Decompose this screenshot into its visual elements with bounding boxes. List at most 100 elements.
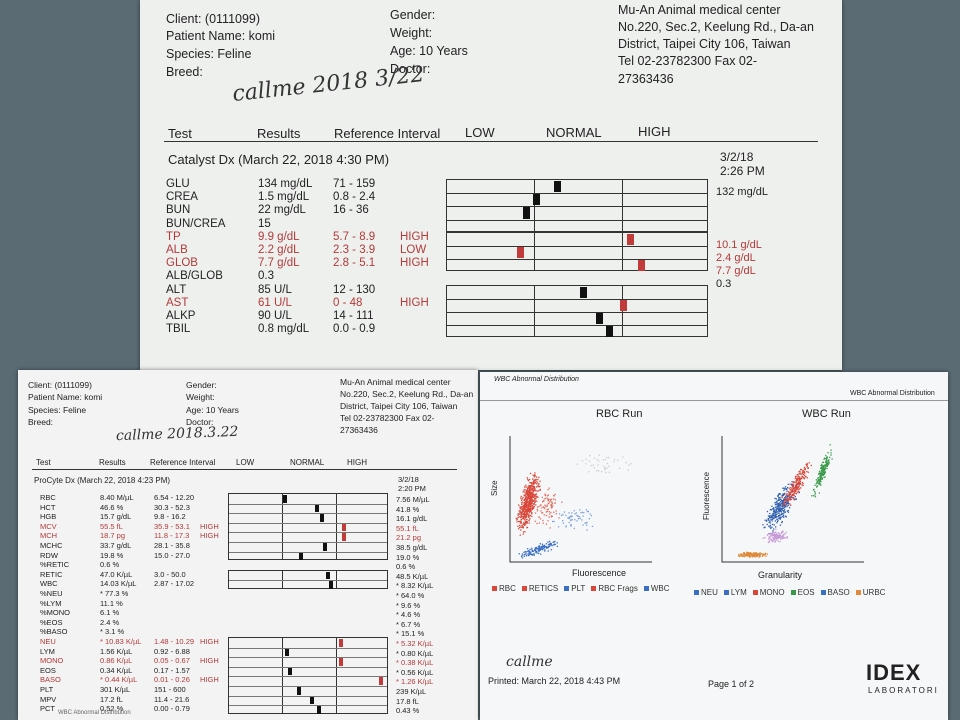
run-title: Catalyst Dx (March 22, 2018 4:30 PM) bbox=[168, 152, 390, 167]
bar-row-divider bbox=[229, 686, 387, 687]
test-result: 85 U/L bbox=[258, 283, 292, 296]
test-result: 8.40 M/µL bbox=[100, 493, 134, 502]
legend-swatch bbox=[564, 586, 570, 591]
test-result: 11.1 % bbox=[100, 598, 123, 608]
reference-bar-group bbox=[228, 637, 388, 714]
legend-swatch bbox=[790, 590, 796, 595]
bar-row-divider bbox=[447, 325, 707, 327]
test-name: %MONO bbox=[40, 608, 70, 618]
rbc-run-title: RBC Run bbox=[596, 408, 643, 420]
clinic-line: District, Taipei City 106, Taiwan bbox=[618, 37, 791, 51]
legend-label: BASO bbox=[827, 588, 850, 597]
test-name: ALT bbox=[166, 283, 187, 296]
test-result: 90 U/L bbox=[258, 310, 292, 322]
test-name: PCT bbox=[40, 704, 55, 714]
idexx-logo: IDEX bbox=[866, 660, 922, 685]
test-result: 1.56 K/µL bbox=[100, 646, 133, 656]
age: Age: 10 Years bbox=[186, 405, 239, 415]
legend-entry: RETICS bbox=[521, 584, 558, 593]
wbc-cluster bbox=[552, 509, 594, 531]
previous-result: * 9.6 % bbox=[396, 600, 421, 610]
previous-result: 0.6 % bbox=[396, 562, 416, 572]
clinic-line: 27363436 bbox=[618, 72, 674, 86]
normal-range-start bbox=[282, 570, 284, 588]
test-name: %NEU bbox=[40, 589, 63, 598]
breed: Breed: bbox=[166, 65, 203, 79]
test-name: MCHC bbox=[40, 541, 63, 550]
flag: HIGH bbox=[200, 531, 219, 541]
test-result: * 10.83 K/µL bbox=[100, 637, 142, 646]
bar-row-divider bbox=[229, 513, 387, 515]
frag-cluster bbox=[576, 454, 632, 474]
bar-row-divider bbox=[447, 219, 707, 221]
test-name: GLU bbox=[166, 178, 190, 190]
footer-note: WBC Abnormal Distribution bbox=[58, 710, 131, 716]
column-normal: NORMAL bbox=[290, 458, 325, 467]
previous-result: 0.43 % bbox=[396, 706, 420, 716]
test-result: 55.5 fL bbox=[100, 521, 123, 531]
printed-timestamp: Printed: March 22, 2018 4:43 PM bbox=[488, 676, 621, 686]
previous-result: * 8.32 K/µL bbox=[396, 581, 434, 591]
weight: Weight: bbox=[186, 392, 215, 402]
rbc-scatter-plot bbox=[509, 436, 652, 563]
test-name: ALB bbox=[166, 244, 188, 256]
reference-interval: 35.9 - 53.1 bbox=[154, 521, 190, 531]
test-result: 14.03 K/µL bbox=[100, 579, 137, 589]
test-result: 33.7 g/dL bbox=[100, 541, 132, 550]
reference-interval: 11.4 - 21.6 bbox=[154, 694, 190, 704]
distribution-label: WBC Abnormal Distribution bbox=[850, 390, 935, 397]
normal-range-start bbox=[282, 638, 284, 713]
handwritten-note: callme 2018 3/22 bbox=[231, 61, 426, 108]
test-result: 0.86 K/µL bbox=[100, 656, 133, 666]
test-name: RBC bbox=[40, 493, 56, 502]
previous-result: * 15.1 % bbox=[396, 629, 425, 639]
bar-row-divider bbox=[229, 532, 387, 534]
legend-entry: PLT bbox=[564, 584, 585, 593]
run-title: ProCyte Dx (March 22, 2018 4:23 PM) bbox=[34, 476, 171, 485]
result-marker bbox=[284, 648, 289, 657]
legend-entry: EOS bbox=[790, 588, 815, 597]
bar-row-divider bbox=[229, 542, 387, 543]
result-marker bbox=[323, 543, 327, 551]
test-result: 9.9 g/dL bbox=[258, 230, 300, 243]
reference-interval: 6.54 - 12.20 bbox=[154, 493, 195, 502]
legend-entry: RBC bbox=[492, 584, 516, 593]
clinic-line: 27363436 bbox=[340, 425, 378, 435]
normal-range-end bbox=[335, 570, 337, 588]
gender: Gender: bbox=[186, 380, 217, 390]
column-high: HIGH bbox=[638, 124, 671, 139]
reference-interval: 0.0 - 0.9 bbox=[333, 323, 376, 336]
reference-bar-group bbox=[446, 231, 708, 272]
test-name: TBIL bbox=[166, 323, 191, 336]
flag: HIGH bbox=[400, 257, 429, 270]
legend-swatch bbox=[752, 590, 758, 595]
reference-interval: 3.0 - 50.0 bbox=[154, 569, 186, 579]
previous-result: 10.1 g/dL bbox=[716, 238, 762, 251]
test-result: 61 U/L bbox=[258, 296, 292, 309]
test-result: 301 K/µL bbox=[100, 685, 131, 694]
header-rule bbox=[164, 141, 818, 142]
test-result: 18.7 pg bbox=[100, 531, 126, 541]
clinic-line: No.220, Sec.2, Keelung Rd., Da-an bbox=[618, 20, 814, 34]
flag: LOW bbox=[400, 244, 427, 256]
reference-interval: 28.1 - 35.8 bbox=[154, 541, 190, 550]
reference-interval: 9.8 - 16.2 bbox=[154, 512, 186, 522]
test-name: HCT bbox=[40, 502, 56, 512]
test-result: 0.52 % bbox=[100, 704, 124, 714]
normal-range-end bbox=[621, 180, 623, 231]
reference-interval: 0.05 - 0.67 bbox=[154, 656, 190, 666]
previous-result: 132 mg/dL bbox=[716, 186, 768, 198]
legend-swatch bbox=[591, 586, 597, 591]
previous-result: * 1.26 K/µL bbox=[396, 677, 434, 687]
legend-label: MONO bbox=[759, 588, 785, 597]
result-marker bbox=[554, 181, 562, 193]
previous-time: 2:20 PM bbox=[398, 484, 426, 493]
previous-result: 17.8 fL bbox=[396, 696, 419, 706]
normal-range-start bbox=[534, 232, 536, 271]
test-result: 15.7 g/dL bbox=[100, 512, 132, 522]
result-marker bbox=[606, 326, 614, 338]
test-result: 15 bbox=[258, 217, 271, 230]
test-name: NEU bbox=[40, 637, 56, 646]
previous-result: 0.3 bbox=[716, 278, 732, 291]
weight: Weight: bbox=[390, 26, 433, 40]
